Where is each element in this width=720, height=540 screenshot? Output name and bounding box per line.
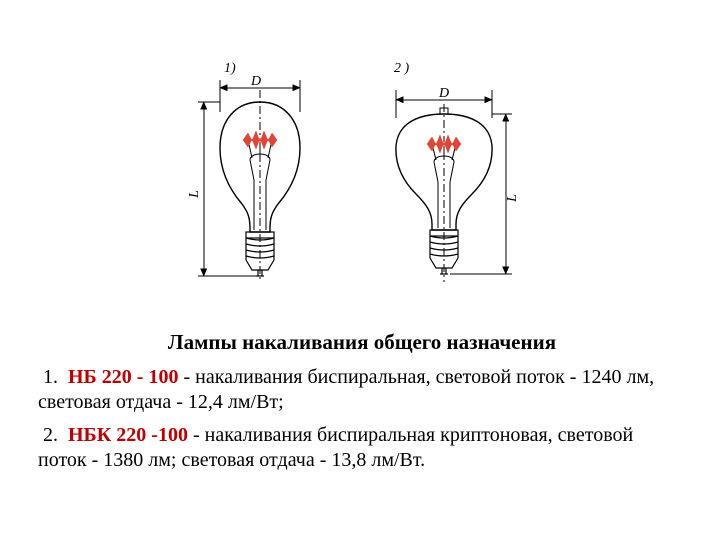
page: 1) D: [0, 0, 720, 540]
figure-2-dim-d-label: D: [438, 86, 449, 101]
bulb-diagram-svg: 1) D: [180, 60, 540, 290]
figure-2-number: 2 ): [394, 61, 410, 76]
figure-2-dim-l: [450, 114, 512, 274]
heading: Лампы накаливания общего назначения: [38, 330, 686, 355]
item-2-code: НБК 220 -100: [68, 424, 188, 446]
figure-1: 1) D: [187, 61, 300, 282]
figure-1-number: 1): [224, 61, 236, 76]
diagram-area: 1) D: [0, 60, 720, 290]
item-2-num: 2.: [43, 424, 58, 446]
figure-2-dim-l-label: L: [505, 194, 520, 203]
figure-2: 2 ) D: [394, 61, 520, 282]
item-2: 2. НБК 220 -100 - накаливания биспиральн…: [38, 423, 686, 473]
figure-1-dim-d-label: D: [250, 74, 261, 89]
figure-1-stem: [248, 138, 272, 230]
text-area: Лампы накаливания общего назначения 1. Н…: [38, 330, 686, 481]
figure-1-dim-l-label: L: [187, 190, 202, 199]
figure-2-envelope-inner: [444, 114, 492, 224]
item-1: 1. НБ 220 - 100 - накаливания биспиральн…: [38, 365, 686, 415]
item-1-code: НБ 220 - 100: [68, 366, 178, 388]
item-1-num: 1.: [43, 366, 58, 388]
